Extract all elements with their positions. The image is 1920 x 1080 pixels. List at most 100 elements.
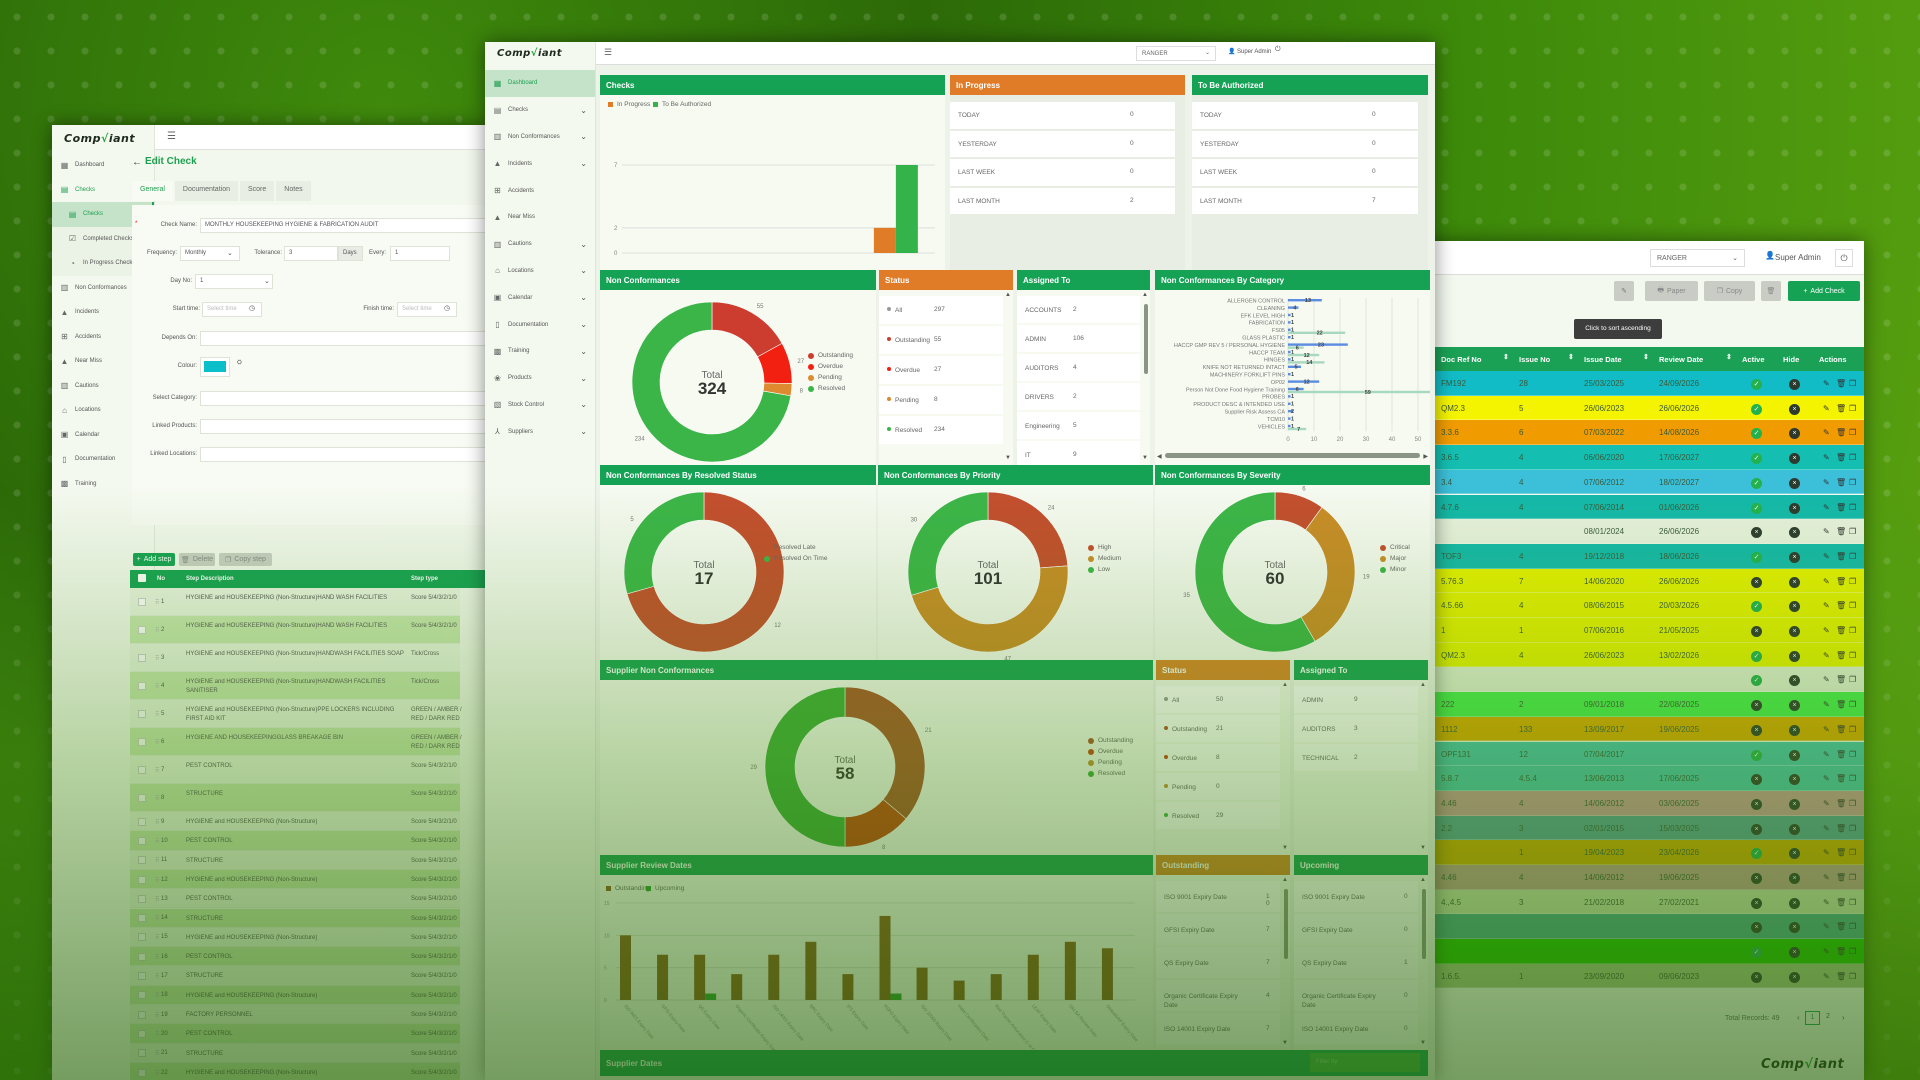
drag-handle-icon[interactable]: ⠿ bbox=[155, 796, 160, 802]
list-item[interactable]: Organic Certificate Expiry Date 0 bbox=[1294, 980, 1418, 1011]
delete-icon[interactable]: 🗑 bbox=[1836, 477, 1847, 487]
menu-toggle-icon[interactable]: ☰ bbox=[167, 131, 176, 142]
row-checkbox[interactable] bbox=[138, 1010, 146, 1019]
edit-icon[interactable]: ✎ bbox=[1823, 403, 1830, 413]
add-step-button[interactable]: + Add step bbox=[133, 553, 175, 566]
sort-icon[interactable]: ⇕ bbox=[1503, 354, 1509, 361]
row-checkbox[interactable] bbox=[138, 856, 146, 865]
col-hide[interactable]: Hide bbox=[1783, 355, 1800, 364]
copy-icon[interactable]: ❐ bbox=[1849, 947, 1857, 957]
table-row[interactable]: 08/01/2024 26/06/2026 × × ✎ 🗑 ❐ bbox=[1435, 519, 1864, 544]
copy-step-button[interactable]: ❐ Copy step bbox=[219, 553, 272, 566]
step-row[interactable]: ⠿ 15 HYGIENE and HOUSEKEEPING (Non-Structu… bbox=[130, 927, 460, 948]
step-row[interactable]: ⠿ 2 HYGIENE and HOUSEKEEPING (Non-Structur… bbox=[130, 616, 460, 644]
delete-icon[interactable]: 🗑 bbox=[1836, 601, 1847, 611]
col-active[interactable]: Active bbox=[1742, 355, 1765, 364]
drag-handle-icon[interactable]: ⠿ bbox=[155, 600, 160, 606]
list-item[interactable]: AUDITORS 4 bbox=[1017, 354, 1140, 381]
scroll-down-icon[interactable]: ▼ bbox=[1142, 455, 1148, 461]
delete-icon[interactable]: 🗑 bbox=[1836, 823, 1847, 833]
scroll-up-icon[interactable]: ▲ bbox=[1005, 292, 1011, 298]
hide-x-icon[interactable]: × bbox=[1789, 379, 1800, 390]
row-checkbox[interactable] bbox=[138, 972, 146, 981]
row-checkbox[interactable] bbox=[138, 875, 146, 884]
copy-icon[interactable]: ❐ bbox=[1849, 823, 1857, 833]
list-item[interactable]: YESTERDAY 0 bbox=[1192, 130, 1418, 157]
table-row[interactable]: 4.,4.5 3 21/02/2018 27/02/2021 × × ✎ 🗑 ❐ bbox=[1435, 889, 1864, 915]
copy-icon[interactable]: ❐ bbox=[1849, 576, 1857, 586]
copy-icon[interactable]: ❐ bbox=[1849, 453, 1857, 463]
hide-x-icon[interactable]: × bbox=[1789, 453, 1800, 465]
every-input[interactable]: 1 bbox=[390, 246, 450, 261]
hide-x-icon[interactable]: × bbox=[1789, 700, 1800, 712]
copy-icon[interactable]: ❐ bbox=[1849, 675, 1857, 685]
delete-icon[interactable]: 🗑 bbox=[1836, 453, 1847, 463]
step-row[interactable]: ⠿ 14 STRUCTURE Score 5/4/3/2/1/0 bbox=[130, 908, 460, 928]
step-row[interactable]: ⠿ 22 HYGIENE and HOUSEKEEPING (Non-Structu… bbox=[130, 1062, 460, 1080]
scroll-up-icon[interactable]: ▲ bbox=[1142, 292, 1148, 298]
delete-icon[interactable]: 🗑 bbox=[1836, 403, 1847, 413]
scroll-down-icon[interactable]: ▼ bbox=[1282, 845, 1288, 851]
sort-icon[interactable]: ⇕ bbox=[1643, 354, 1649, 361]
hide-x-icon[interactable]: × bbox=[1789, 650, 1800, 662]
depends-on-select[interactable] bbox=[200, 331, 492, 346]
list-item[interactable]: ISO 9001 Expiry Date 0 bbox=[1294, 881, 1418, 912]
delete-icon[interactable]: 🗑 bbox=[1836, 675, 1847, 685]
drag-handle-icon[interactable]: ⠿ bbox=[155, 768, 160, 774]
hide-x-icon[interactable]: × bbox=[1789, 848, 1800, 860]
step-row[interactable]: ⠿ 11 STRUCTURE Score 5/4/3/2/1/0 bbox=[130, 850, 460, 870]
drag-handle-icon[interactable]: ⠿ bbox=[155, 712, 160, 718]
scroll-down-icon[interactable]: ▼ bbox=[1420, 845, 1426, 851]
drag-handle-icon[interactable]: ⠿ bbox=[155, 1070, 160, 1077]
next-page-button[interactable]: › bbox=[1842, 1013, 1845, 1022]
step-row[interactable]: ⠿ 17 STRUCTURE Score 5/4/3/2/1/0 bbox=[130, 966, 460, 986]
list-item[interactable]: Organic Certificate Expiry Date 4 bbox=[1156, 980, 1280, 1011]
scrollbar-thumb[interactable] bbox=[1422, 889, 1426, 959]
hide-x-icon[interactable]: × bbox=[1789, 403, 1800, 415]
delete-icon[interactable]: 🗑 bbox=[1836, 873, 1847, 882]
copy-icon[interactable]: ❐ bbox=[1849, 650, 1857, 660]
scroll-left-icon[interactable]: ◀ bbox=[1157, 454, 1162, 460]
drag-handle-icon[interactable]: ⠿ bbox=[155, 1012, 160, 1019]
table-row[interactable]: ✓ × ✎ 🗑 ❐ bbox=[1435, 939, 1864, 964]
drag-handle-icon[interactable]: ⠿ bbox=[155, 858, 160, 865]
row-checkbox[interactable] bbox=[138, 933, 146, 942]
hide-x-icon[interactable]: × bbox=[1789, 873, 1800, 884]
list-item[interactable]: All 297 bbox=[879, 296, 1003, 324]
copy-icon[interactable]: ❐ bbox=[1849, 379, 1857, 388]
copy-icon[interactable]: ❐ bbox=[1849, 700, 1857, 710]
table-row[interactable]: 5.76.3 7 14/06/2020 26/06/2026 × × ✎ 🗑 ❐ bbox=[1435, 568, 1864, 594]
edit-icon[interactable]: ✎ bbox=[1823, 502, 1830, 512]
day-no-select[interactable]: 1 bbox=[195, 274, 273, 289]
inactive-x-icon[interactable]: × bbox=[1751, 527, 1762, 539]
linked-products-select[interactable] bbox=[200, 419, 492, 434]
active-check-icon[interactable]: ✓ bbox=[1751, 650, 1762, 662]
edit-icon[interactable]: ✎ bbox=[1823, 453, 1830, 463]
row-checkbox[interactable] bbox=[138, 991, 146, 1000]
horizontal-scrollbar[interactable] bbox=[1165, 453, 1420, 458]
hide-x-icon[interactable]: × bbox=[1789, 502, 1800, 514]
copy-icon[interactable]: ❐ bbox=[1849, 724, 1857, 734]
col-step-type[interactable]: Step type bbox=[411, 576, 439, 582]
scroll-up-icon[interactable]: ▲ bbox=[1282, 877, 1288, 883]
delete-icon[interactable]: 🗑 bbox=[1836, 798, 1847, 808]
copy-button[interactable]: ❐ Copy bbox=[1704, 281, 1755, 301]
list-item[interactable]: ADMIN 9 bbox=[1294, 686, 1418, 713]
paper-button[interactable]: 🖶 Paper bbox=[1645, 281, 1698, 301]
step-row[interactable]: ⠿ 13 PEST CONTROL Score 5/4/3/2/1/0 bbox=[130, 889, 460, 909]
row-checkbox[interactable] bbox=[138, 626, 146, 634]
page-2-button[interactable]: 2 bbox=[1826, 1013, 1830, 1020]
table-row[interactable]: 1 19/04/2023 23/04/2026 ✓ × ✎ 🗑 ❐ bbox=[1435, 840, 1864, 865]
list-item[interactable]: TODAY 0 bbox=[950, 102, 1175, 129]
delete-button[interactable]: 🗑 bbox=[1761, 281, 1781, 301]
inactive-x-icon[interactable]: × bbox=[1751, 626, 1762, 637]
copy-icon[interactable]: ❐ bbox=[1849, 403, 1857, 413]
copy-icon[interactable]: ❐ bbox=[1849, 626, 1857, 635]
list-item[interactable]: Overdue 8 bbox=[1156, 744, 1280, 771]
scroll-down-icon[interactable]: ▼ bbox=[1282, 1040, 1288, 1046]
list-item[interactable]: YESTERDAY 0 bbox=[950, 130, 1175, 157]
col-step-description[interactable]: Step Description bbox=[186, 576, 234, 582]
table-row[interactable]: 3.3.6 6 07/03/2022 14/08/2026 ✓ × ✎ 🗑 ❐ bbox=[1435, 420, 1864, 446]
list-item[interactable]: Outstanding 21 bbox=[1156, 715, 1280, 742]
drag-handle-icon[interactable]: ⠿ bbox=[155, 935, 160, 942]
